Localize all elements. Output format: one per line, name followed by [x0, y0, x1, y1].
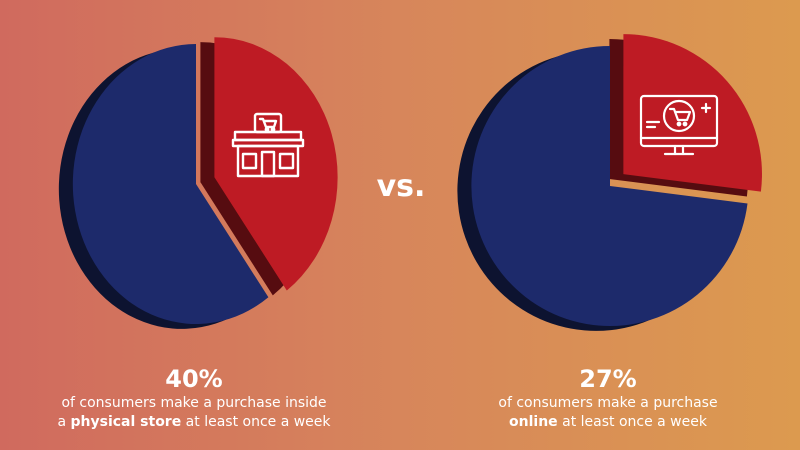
caption-emphasis: online [509, 414, 558, 430]
versus-label: vs. [376, 169, 426, 204]
percent-label: 40% [165, 365, 223, 393]
pie-slice [471, 45, 748, 326]
caption-text: at least once a week [557, 414, 707, 430]
pie-chart-physical-store [58, 37, 338, 329]
online-shopping-monitor-icon [639, 94, 719, 156]
caption-line-2: online at least once a week [458, 413, 758, 432]
caption-text: at least once a week [181, 414, 331, 430]
storefront-icon [231, 112, 305, 178]
caption-line-2: a physical store at least once a week [44, 413, 344, 432]
caption-line-1: of consumers make a purchase inside [61, 395, 327, 411]
pie-chart-online [457, 34, 762, 331]
pie-slice [214, 37, 338, 291]
percent-label: 27% [579, 365, 637, 393]
caption-line-1: of consumers make a purchase [498, 395, 718, 411]
caption-emphasis: physical store [70, 414, 182, 430]
pie-slice [72, 44, 269, 324]
caption-online: 27% of consumers make a purchase online … [458, 364, 758, 432]
caption-text: a [57, 414, 71, 430]
caption-physical-store: 40% of consumers make a purchase inside … [44, 364, 344, 432]
